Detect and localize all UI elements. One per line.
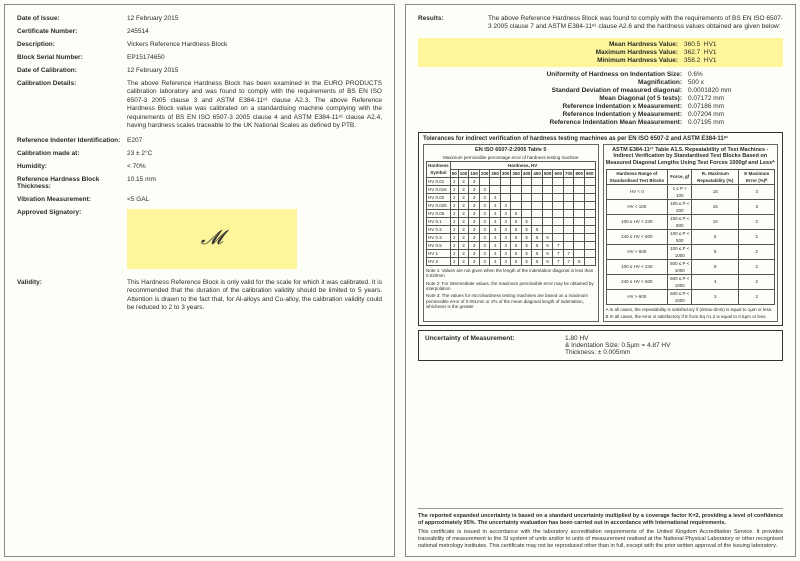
rm-value: 0.07195 mm	[688, 119, 783, 126]
cal-date: 12 February 2015	[127, 67, 382, 74]
tol-note-b: B In all cases, the error is satisfactor…	[606, 314, 776, 319]
tol-left-col: EN ISO 6507-2:2005 Table 5 Maximum permi…	[423, 144, 599, 323]
tol-note1: Note 1: Values are not given when the le…	[426, 268, 596, 279]
hum-label: Humidity:	[17, 163, 127, 170]
humidity: < 70%	[127, 163, 382, 170]
cal-at-label: Calibration made at:	[17, 150, 127, 157]
tolerance-box: Tolerances for indirect verification of …	[418, 132, 783, 327]
results-text: The above Reference Hardness Block was f…	[488, 15, 783, 32]
cert-label: Certificate Number:	[17, 28, 127, 35]
serial-label: Block Serial Number:	[17, 54, 127, 61]
footer-text: This certificate is issued in accordance…	[418, 529, 783, 550]
footer: The reported expanded uncertainty is bas…	[418, 508, 783, 550]
date-of-issue-label: Date of Issue:	[17, 15, 127, 22]
indenter-label: Reference Indenter Identification:	[17, 137, 127, 144]
vibration: <5 GAL	[127, 196, 382, 203]
tol-left-table: Hardness SymbolHardness, HV5010015020025…	[426, 161, 596, 266]
ry-label: Reference Indentation y Measurement:	[418, 111, 688, 118]
vib-label: Vibration Measurement:	[17, 196, 127, 203]
tol-title: Tolerances for indirect verification of …	[423, 136, 778, 142]
validity: This Hardness Reference Block is only va…	[127, 279, 382, 313]
max-label: Maximum Hardness Value:	[422, 49, 684, 56]
tol-note-a: A In all cases, the repeatability is sat…	[606, 307, 776, 312]
cal-at: 23 ± 2°C	[127, 150, 382, 157]
mean-unit: HV1	[704, 41, 717, 48]
tol-right-table: Hardness Range of Standardised Test Bloc…	[606, 169, 776, 305]
cert-number: 245514	[127, 28, 382, 35]
unc-label: Uncertainty of Measurement:	[425, 335, 565, 356]
md-value: 0.07172 mm	[688, 95, 783, 102]
min-value: 358.2	[684, 57, 700, 64]
left-page: Date of Issue:12 February 2015 Certifica…	[4, 4, 395, 557]
hardness-highlight: Mean Hardness Value:360.5 HV1 Maximum Ha…	[418, 38, 783, 67]
sd-label: Standard Deviation of measured diagonal:	[418, 87, 688, 94]
thickness: 10.15 mm	[127, 176, 382, 190]
uncertainty-box: Uncertainty of Measurement: 1.80 HV & In…	[418, 330, 783, 361]
rx-value: 0.07186 mm	[688, 103, 783, 110]
date-of-issue: 12 February 2015	[127, 15, 382, 22]
md-label: Mean Diagonal (of 5 tests):	[418, 95, 688, 102]
cal-date-label: Date of Calibration:	[17, 67, 127, 74]
signature-box: 𝓜	[127, 209, 297, 269]
desc-label: Description:	[17, 41, 127, 48]
mean-label: Mean Hardness Value:	[422, 41, 684, 48]
tol-right-col: ASTM E384-11ᵉ¹ Table A1.5. Repeatability…	[603, 144, 779, 323]
sig-label: Approved Signatory:	[17, 209, 127, 269]
cal-details: The above Reference Hardness Block has b…	[127, 80, 382, 131]
mag-value: 500 x	[688, 79, 783, 86]
tol-left-sub: Maximum permissible percentage error of …	[426, 155, 596, 160]
ry-value: 0.07204 mm	[688, 111, 783, 118]
uni-value: 0.6%	[688, 71, 783, 78]
unc-th: Thickness: ± 0.005mm	[565, 349, 670, 356]
tol-left-title: EN ISO 6507-2:2005 Table 5	[426, 147, 596, 154]
rx-label: Reference Indentation x Measurement:	[418, 103, 688, 110]
indenter: E207	[127, 137, 382, 144]
tol-note3: Note 3: The values for microhardness tes…	[426, 293, 596, 309]
right-page: Results:The above Reference Hardness Blo…	[405, 4, 796, 557]
uni-label: Uniformity of Hardness on Indentation Si…	[418, 71, 688, 78]
min-label: Minimum Hardness Value:	[422, 57, 684, 64]
thick-label: Reference Hardness Block Thickness:	[17, 176, 127, 190]
desc: Vickers Reference Hardness Block	[127, 41, 382, 48]
validity-label: Validity:	[17, 279, 127, 313]
footer-bold: The reported expanded uncertainty is bas…	[418, 508, 783, 527]
mean-value: 360.5	[684, 41, 700, 48]
max-unit: HV1	[704, 49, 717, 56]
unc-ind: & Indentation Size: 0.5µm = 4.87 HV	[565, 342, 670, 349]
min-unit: HV1	[704, 57, 717, 64]
results-label: Results:	[418, 15, 488, 32]
max-value: 362.7	[684, 49, 700, 56]
unc-value: 1.80 HV	[565, 335, 670, 342]
rm-label: Reference Indentation Mean Measurement:	[418, 119, 688, 126]
mag-label: Magnification:	[418, 79, 688, 86]
serial: EP15174650	[127, 54, 382, 61]
cal-det-label: Calibration Details:	[17, 80, 127, 131]
sd-value: 0.0001820 mm	[688, 87, 783, 94]
tol-right-title: ASTM E384-11ᵉ¹ Table A1.5. Repeatability…	[606, 147, 776, 167]
tol-note2: Note 2: For intermediate values, the max…	[426, 281, 596, 292]
